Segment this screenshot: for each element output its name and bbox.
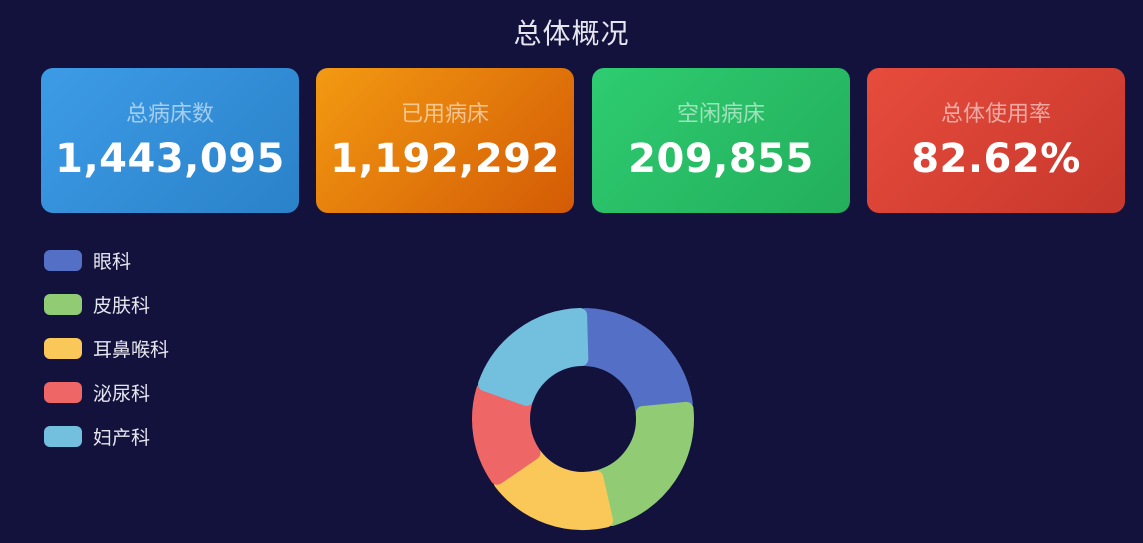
legend-swatch [44, 337, 82, 359]
donut-slice-ophthalmology[interactable] [577, 308, 693, 417]
stat-value: 209,855 [628, 136, 814, 182]
stat-label: 空闲病床 [676, 102, 765, 127]
stats-row: 总病床数 1,443,095 已用病床 1,192,292 空闲病床 209,8… [41, 68, 1125, 213]
legend-item-urology[interactable]: 泌尿科 [44, 378, 169, 406]
legend-item-ent[interactable]: 耳鼻喉科 [44, 334, 169, 362]
stat-value: 1,443,095 [55, 136, 285, 182]
legend-item-dermatology[interactable]: 皮肤科 [44, 290, 169, 318]
legend-swatch [44, 249, 82, 271]
legend-swatch [44, 293, 82, 315]
stat-card-total-beds: 总病床数 1,443,095 [41, 68, 299, 213]
stat-value: 82.62% [911, 136, 1081, 182]
stat-label: 总病床数 [125, 102, 214, 127]
stat-card-free-beds: 空闲病床 209,855 [592, 68, 850, 213]
donut-chart [470, 306, 696, 532]
stat-value: 1,192,292 [330, 136, 560, 182]
stat-label: 总体使用率 [940, 102, 1051, 127]
stat-label: 已用病床 [400, 102, 489, 127]
stat-card-usage-rate: 总体使用率 82.62% [867, 68, 1125, 213]
legend-label: 耳鼻喉科 [93, 338, 170, 361]
legend-swatch [44, 425, 82, 447]
donut-slice-obstetrics[interactable] [478, 308, 589, 406]
legend-item-ophthalmology[interactable]: 眼科 [44, 246, 169, 274]
legend-label: 妇产科 [93, 426, 151, 449]
legend-swatch [44, 381, 82, 403]
chart-legend: 眼科 皮肤科 耳鼻喉科 泌尿科 妇产科 [44, 246, 169, 466]
donut-chart-svg [472, 308, 694, 530]
donut-slice-dermatology[interactable] [592, 401, 694, 526]
stat-card-used-beds: 已用病床 1,192,292 [316, 68, 574, 213]
legend-item-obstetrics[interactable]: 妇产科 [44, 422, 169, 450]
page-title: 总体概况 [513, 17, 630, 50]
legend-label: 皮肤科 [93, 294, 151, 317]
legend-label: 眼科 [93, 250, 132, 273]
legend-label: 泌尿科 [93, 382, 151, 405]
